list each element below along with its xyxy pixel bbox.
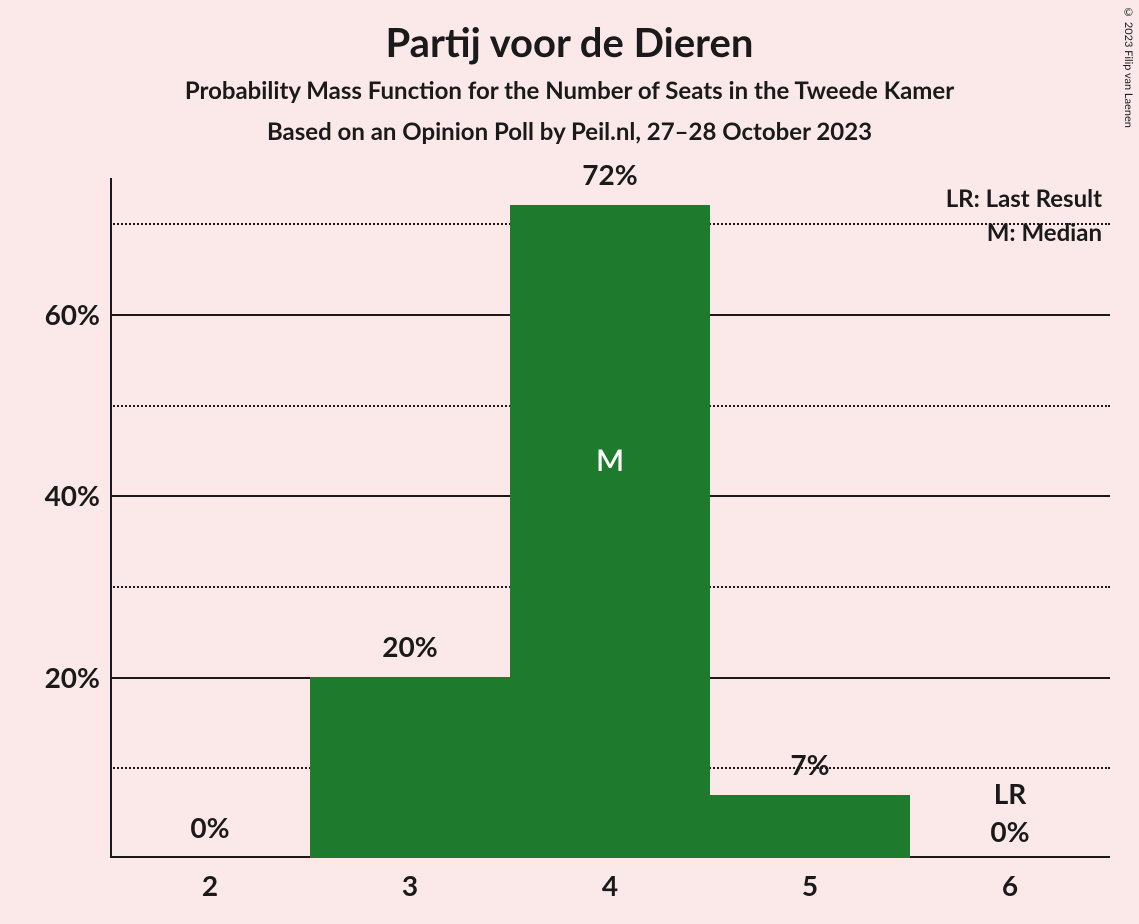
legend-lr: LR: Last Result [946, 184, 1102, 213]
bar-value-label: 7% [710, 747, 910, 781]
x-tick-label: 3 [402, 868, 418, 902]
x-tick-label: 5 [802, 868, 818, 902]
bar [510, 205, 710, 858]
chart-subtitle-2: Based on an Opinion Poll by Peil.nl, 27–… [0, 117, 1139, 146]
y-tick-label: 20% [45, 660, 100, 694]
y-tick-label: 60% [45, 297, 100, 331]
chart-subtitle: Probability Mass Function for the Number… [0, 76, 1139, 105]
y-tick-label: 40% [45, 478, 100, 512]
bar [310, 677, 510, 858]
bar-value-label: 20% [310, 629, 510, 663]
x-tick-label: 6 [1002, 868, 1018, 902]
chart-plot-area: LR: Last Result M: Median 20%40%60%0%220… [110, 178, 1110, 858]
y-axis [110, 178, 112, 858]
bar-value-label: 0% [910, 814, 1110, 848]
copyright-text: © 2023 Filip van Laenen [1122, 6, 1135, 128]
x-tick-label: 2 [202, 868, 218, 902]
bar-value-label: 72% [510, 157, 710, 191]
chart-title: Partij voor de Dieren [0, 0, 1139, 66]
lr-annotation: LR [994, 776, 1027, 810]
bar [710, 795, 910, 858]
bar-value-label: 0% [110, 810, 310, 844]
median-marker: M [596, 442, 624, 478]
x-tick-label: 4 [602, 868, 618, 902]
